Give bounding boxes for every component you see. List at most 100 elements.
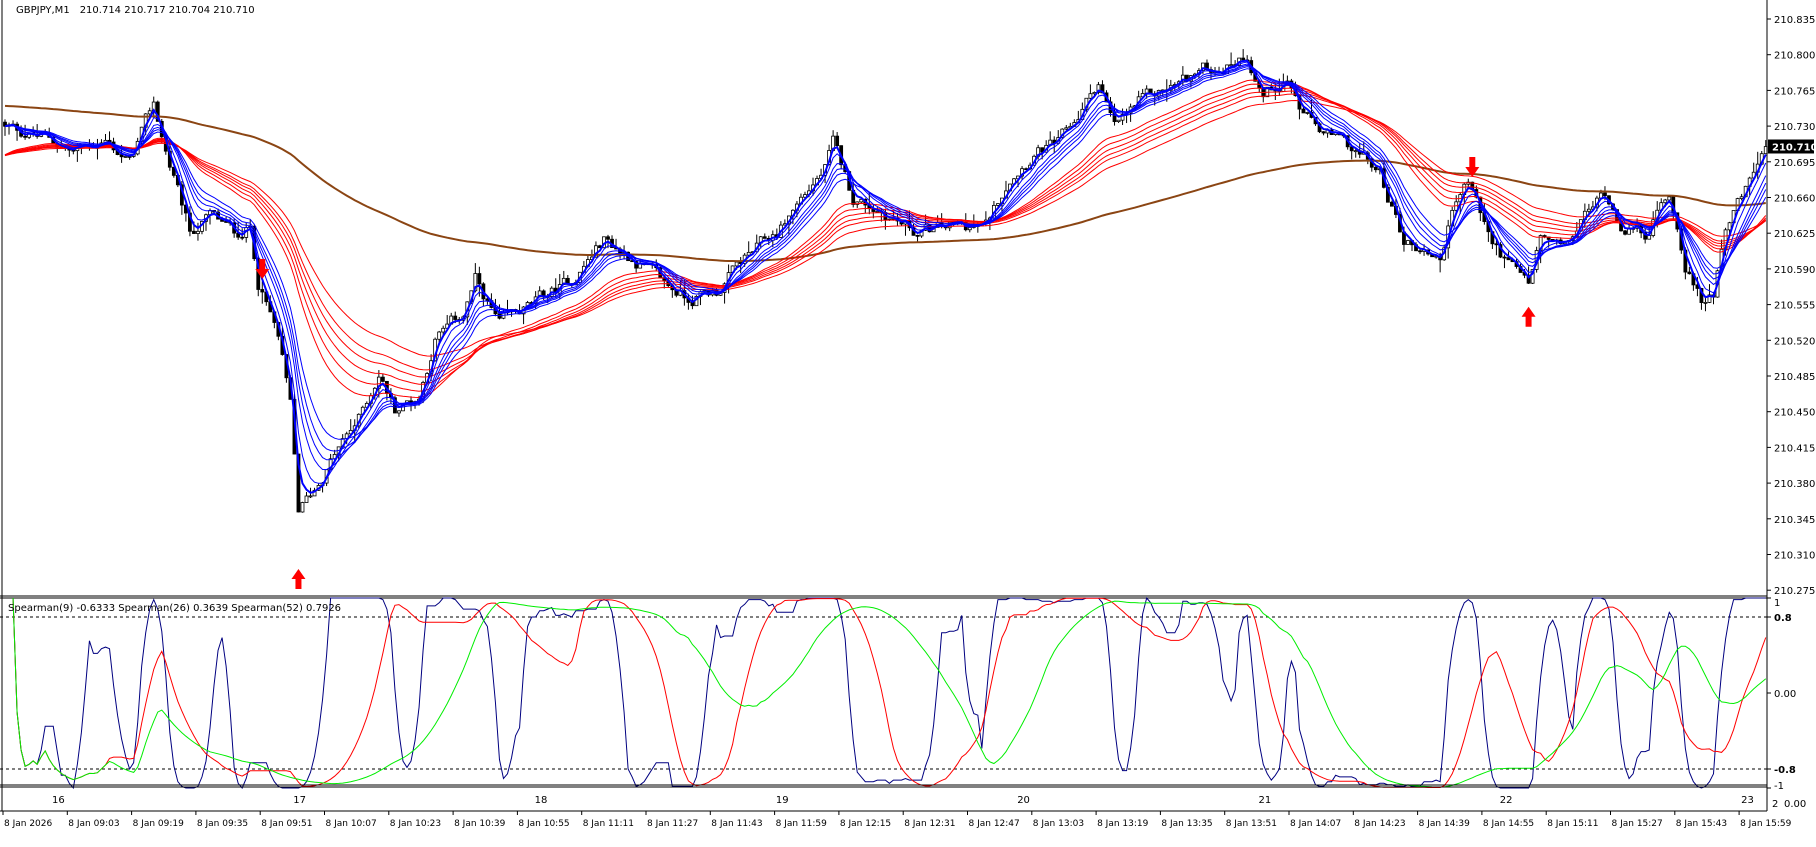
- sub-panel-tick-label: 2: [1772, 799, 1778, 810]
- slow-ribbon-ema-50: [4, 93, 1767, 371]
- price-tick-label: 210.380: [1774, 479, 1815, 490]
- current-price-label: 210.710: [1772, 143, 1816, 154]
- sub-panel-marker: 17: [293, 795, 306, 806]
- candle-body: [875, 210, 880, 213]
- candle: [1406, 239, 1410, 245]
- candle-body: [1586, 208, 1591, 212]
- candle-body: [734, 261, 739, 267]
- candle-body: [304, 495, 309, 503]
- price-tick-label: 210.835: [1774, 15, 1815, 26]
- candle-body: [1229, 64, 1233, 67]
- price-panel[interactable]: GBPJPY,M1 210.714 210.717 210.704 210.71…: [0, 5, 1768, 599]
- sub-panel-marker: 16: [52, 795, 65, 806]
- candle-body: [155, 101, 160, 122]
- time-tick-label: 8 Jan 10:55: [518, 819, 569, 829]
- indicator-tick-label: -0.8: [1774, 765, 1796, 776]
- spearman-lines: [0, 596, 1767, 790]
- candle: [762, 233, 767, 239]
- candle: [397, 410, 401, 417]
- time-tick-label: 8 Jan 14:23: [1354, 819, 1405, 829]
- time-tick-label: 8 Jan 12:31: [904, 819, 955, 829]
- candle-body: [1623, 230, 1627, 235]
- candle: [196, 222, 200, 241]
- fast-ribbon-ema-12: [4, 66, 1767, 452]
- symbol-label: GBPJPY,M1: [16, 5, 70, 16]
- candle: [746, 241, 751, 257]
- time-tick-label: 8 Jan 14:55: [1483, 819, 1534, 829]
- candle-body: [1241, 57, 1246, 61]
- time-tick-label: 8 Jan 11:59: [776, 819, 828, 829]
- time-tick-label: 8 Jan 12:15: [840, 819, 891, 829]
- candle: [1739, 193, 1744, 201]
- time-tick-label: 8 Jan 14:07: [1290, 819, 1341, 829]
- candle: [1687, 266, 1692, 275]
- spearman-legend: Spearman(9) -0.6333 Spearman(26) 0.3639 …: [8, 603, 341, 614]
- time-tick-label: 8 Jan 12:47: [969, 819, 1020, 829]
- candle-body: [3, 121, 7, 127]
- price-tick-label: 210.450: [1774, 408, 1815, 419]
- time-tick-label: 8 Jan 09:35: [197, 819, 248, 829]
- price-tick-label: 210.310: [1774, 551, 1815, 562]
- time-tick-label: 8 Jan 15:11: [1547, 819, 1598, 829]
- candle: [304, 492, 309, 503]
- indicator-tick-label: -1: [1774, 781, 1784, 792]
- candle-body: [1703, 301, 1708, 304]
- candle-body: [1530, 269, 1535, 284]
- candle-body: [1506, 257, 1511, 261]
- candle-body: [473, 273, 478, 292]
- candle: [1064, 124, 1069, 131]
- price-tick-label: 210.625: [1774, 229, 1815, 240]
- time-tick-label: 8 Jan 14:39: [1419, 819, 1471, 829]
- spearman-26-line: [12, 597, 1767, 788]
- time-tick-label: 8 Jan 15:59: [1740, 819, 1792, 829]
- signal-arrows: [255, 156, 1536, 589]
- sub-panel-marker: 19: [776, 795, 789, 806]
- candle: [300, 501, 305, 513]
- candle-body: [380, 376, 385, 382]
- sub-panel-marker: 21: [1259, 795, 1272, 806]
- candle: [835, 132, 840, 149]
- fast-ribbon-ema-15: [4, 68, 1767, 440]
- candle-body: [1373, 166, 1378, 171]
- candle: [1390, 200, 1394, 207]
- spearman-52-line: [12, 597, 1767, 788]
- candle-body: [437, 331, 442, 340]
- ohlc-readout: 210.714 210.717 210.704 210.710: [80, 5, 255, 16]
- indicator-tick-label: 1: [1774, 598, 1780, 609]
- candle-body: [634, 261, 639, 269]
- candle-body: [1418, 250, 1422, 253]
- time-tick-label: 8 Jan 15:27: [1612, 819, 1663, 829]
- time-tick-label: 8 Jan 2026: [4, 819, 52, 829]
- candle-body: [1739, 196, 1744, 199]
- candle: [1707, 284, 1712, 304]
- candle: [1088, 84, 1093, 99]
- candle-body: [1687, 271, 1692, 275]
- time-tick-label: 8 Jan 11:11: [583, 819, 634, 829]
- price-tick-label: 210.555: [1774, 301, 1815, 312]
- candle-body: [1024, 168, 1028, 171]
- price-axis[interactable]: 210.835 210.800 210.765 210.730 210.695 210.6…: [1767, 15, 1816, 810]
- candle-body: [1603, 192, 1607, 197]
- spearman-panel[interactable]: Spearman(9) -0.6333 Spearman(26) 0.3639 …: [0, 596, 1767, 790]
- candle-body: [859, 198, 864, 203]
- candle: [1526, 266, 1531, 284]
- price-tick-label: 210.730: [1774, 122, 1815, 133]
- price-tick-label: 210.765: [1774, 86, 1815, 97]
- candle-body: [300, 502, 305, 513]
- candle-body: [1088, 93, 1093, 99]
- candle: [1301, 106, 1306, 114]
- candle-body: [1390, 201, 1394, 207]
- candle-body: [123, 155, 128, 158]
- slow-ribbon-ema-30: [4, 79, 1767, 399]
- candle-body: [171, 166, 176, 176]
- price-tick-label: 210.800: [1774, 51, 1815, 62]
- indicator-tick-label: 0.8: [1774, 613, 1792, 624]
- candle: [1321, 131, 1326, 136]
- candle-body: [240, 236, 245, 239]
- candle-body: [147, 110, 152, 115]
- time-tick-label: 8 Jan 09:19: [133, 819, 185, 829]
- time-axis[interactable]: 8 Jan 2026 8 Jan 09:03 8 Jan 09:19 8 Jan 09…: [2, 811, 1792, 829]
- price-tick-label: 210.695: [1774, 158, 1815, 169]
- candle: [1623, 229, 1627, 236]
